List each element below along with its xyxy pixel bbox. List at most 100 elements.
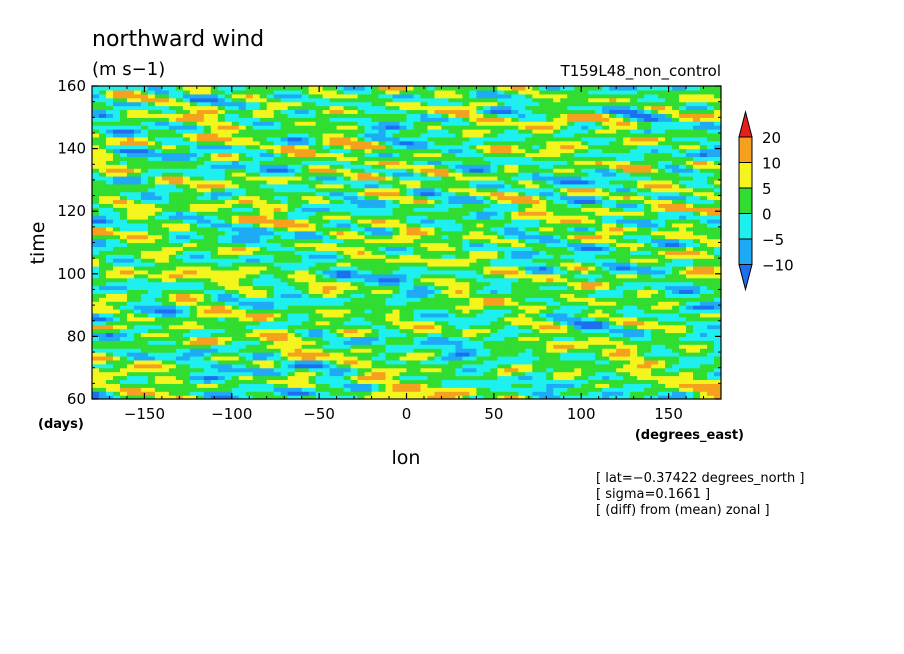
heatmap-cell bbox=[525, 293, 533, 298]
heatmap-cell bbox=[133, 305, 142, 310]
heatmap-cell bbox=[546, 250, 554, 255]
heatmap-cell bbox=[413, 301, 422, 306]
heatmap-cell bbox=[546, 395, 554, 399]
heatmap-cell bbox=[658, 387, 666, 392]
heatmap-cell bbox=[525, 199, 533, 204]
heatmap-cell bbox=[476, 230, 484, 236]
heatmap-cell bbox=[413, 289, 422, 294]
heatmap-cell bbox=[126, 211, 135, 216]
heatmap-cell bbox=[602, 395, 610, 399]
heatmap-cell bbox=[182, 395, 191, 399]
heatmap-cell bbox=[357, 250, 366, 255]
heatmap-cell bbox=[413, 281, 422, 287]
heatmap-cell bbox=[553, 387, 561, 392]
heatmap-cell bbox=[497, 285, 505, 291]
heatmap-cell bbox=[420, 203, 429, 208]
heatmap-cell bbox=[602, 391, 610, 396]
heatmap-cell bbox=[455, 219, 464, 224]
heatmap-cell bbox=[525, 262, 533, 267]
heatmap-cell bbox=[112, 332, 121, 337]
heatmap-cell bbox=[98, 215, 107, 220]
heatmap-cell bbox=[504, 187, 512, 193]
heatmap-cell bbox=[476, 340, 484, 345]
heatmap-cell bbox=[588, 222, 596, 228]
heatmap-cell bbox=[539, 234, 547, 240]
heatmap-cell bbox=[371, 336, 380, 341]
heatmap-cell bbox=[651, 383, 659, 388]
heatmap-cell bbox=[420, 230, 429, 236]
heatmap-cell bbox=[448, 262, 457, 267]
heatmap-cell bbox=[609, 309, 617, 314]
heatmap-cell bbox=[266, 367, 275, 373]
heatmap-cell bbox=[231, 250, 240, 255]
heatmap-cell bbox=[336, 297, 345, 302]
heatmap-cell bbox=[406, 191, 415, 197]
heatmap-cell bbox=[623, 391, 631, 396]
heatmap-cell bbox=[560, 269, 568, 275]
heatmap-cell bbox=[539, 222, 547, 228]
heatmap-cell bbox=[147, 199, 156, 204]
heatmap-cell bbox=[707, 222, 715, 228]
heatmap-cell bbox=[616, 211, 624, 216]
heatmap-cell bbox=[553, 316, 561, 322]
heatmap-cell bbox=[434, 324, 443, 330]
heatmap-cell bbox=[413, 187, 422, 193]
heatmap-cell bbox=[602, 309, 610, 314]
heatmap-cell bbox=[140, 352, 149, 357]
heatmap-cell bbox=[98, 203, 107, 208]
heatmap-cell bbox=[560, 336, 568, 341]
heatmap-cell bbox=[434, 273, 443, 279]
heatmap-cell bbox=[343, 324, 352, 330]
heatmap-cell bbox=[595, 254, 603, 259]
heatmap-cell bbox=[406, 187, 415, 193]
heatmap-cell bbox=[147, 344, 156, 349]
heatmap-cell bbox=[217, 348, 226, 353]
heatmap-cell bbox=[651, 395, 659, 399]
heatmap-cell bbox=[273, 324, 282, 330]
heatmap-cell bbox=[434, 203, 443, 208]
heatmap-cell bbox=[427, 316, 436, 322]
heatmap-cell bbox=[231, 203, 240, 208]
heatmap-cell bbox=[399, 301, 408, 306]
heatmap-cell bbox=[364, 222, 373, 228]
heatmap-cell bbox=[686, 367, 694, 373]
heatmap-cell bbox=[427, 363, 436, 369]
heatmap-cell bbox=[490, 199, 498, 204]
heatmap-cell bbox=[280, 297, 289, 302]
heatmap-cell bbox=[98, 363, 107, 369]
heatmap-cell bbox=[574, 258, 582, 263]
heatmap-cell bbox=[644, 320, 652, 326]
heatmap-cell bbox=[504, 395, 512, 399]
heatmap-cell bbox=[602, 230, 610, 236]
heatmap-cell bbox=[644, 226, 652, 232]
heatmap-cell bbox=[231, 328, 240, 334]
heatmap-cell bbox=[686, 371, 694, 377]
heatmap-cell bbox=[539, 219, 547, 224]
heatmap-cell bbox=[322, 285, 331, 291]
heatmap-cell bbox=[546, 383, 554, 388]
heatmap-cell bbox=[658, 336, 666, 341]
heatmap-cell bbox=[539, 215, 547, 220]
heatmap-cell bbox=[273, 246, 282, 251]
heatmap-cell bbox=[497, 336, 505, 341]
heatmap-cell bbox=[98, 179, 107, 185]
heatmap-cell bbox=[553, 277, 561, 283]
heatmap-cell bbox=[644, 262, 652, 267]
heatmap-cell bbox=[210, 391, 219, 396]
heatmap-cell bbox=[665, 305, 673, 310]
heatmap-cell bbox=[434, 355, 443, 361]
heatmap-cell bbox=[245, 187, 254, 193]
heatmap-cell bbox=[294, 324, 303, 330]
heatmap-cell bbox=[280, 363, 289, 369]
heatmap-cell bbox=[665, 195, 673, 201]
heatmap-cell bbox=[329, 355, 338, 361]
heatmap-cell bbox=[98, 316, 107, 322]
heatmap-cell bbox=[154, 269, 163, 275]
heatmap-cell bbox=[651, 258, 659, 263]
heatmap-cell bbox=[336, 379, 345, 384]
heatmap-cell bbox=[602, 387, 610, 392]
heatmap-cell bbox=[357, 258, 366, 263]
heatmap-cell bbox=[630, 199, 638, 204]
heatmap-cell bbox=[462, 297, 470, 302]
heatmap-cell bbox=[679, 371, 687, 377]
